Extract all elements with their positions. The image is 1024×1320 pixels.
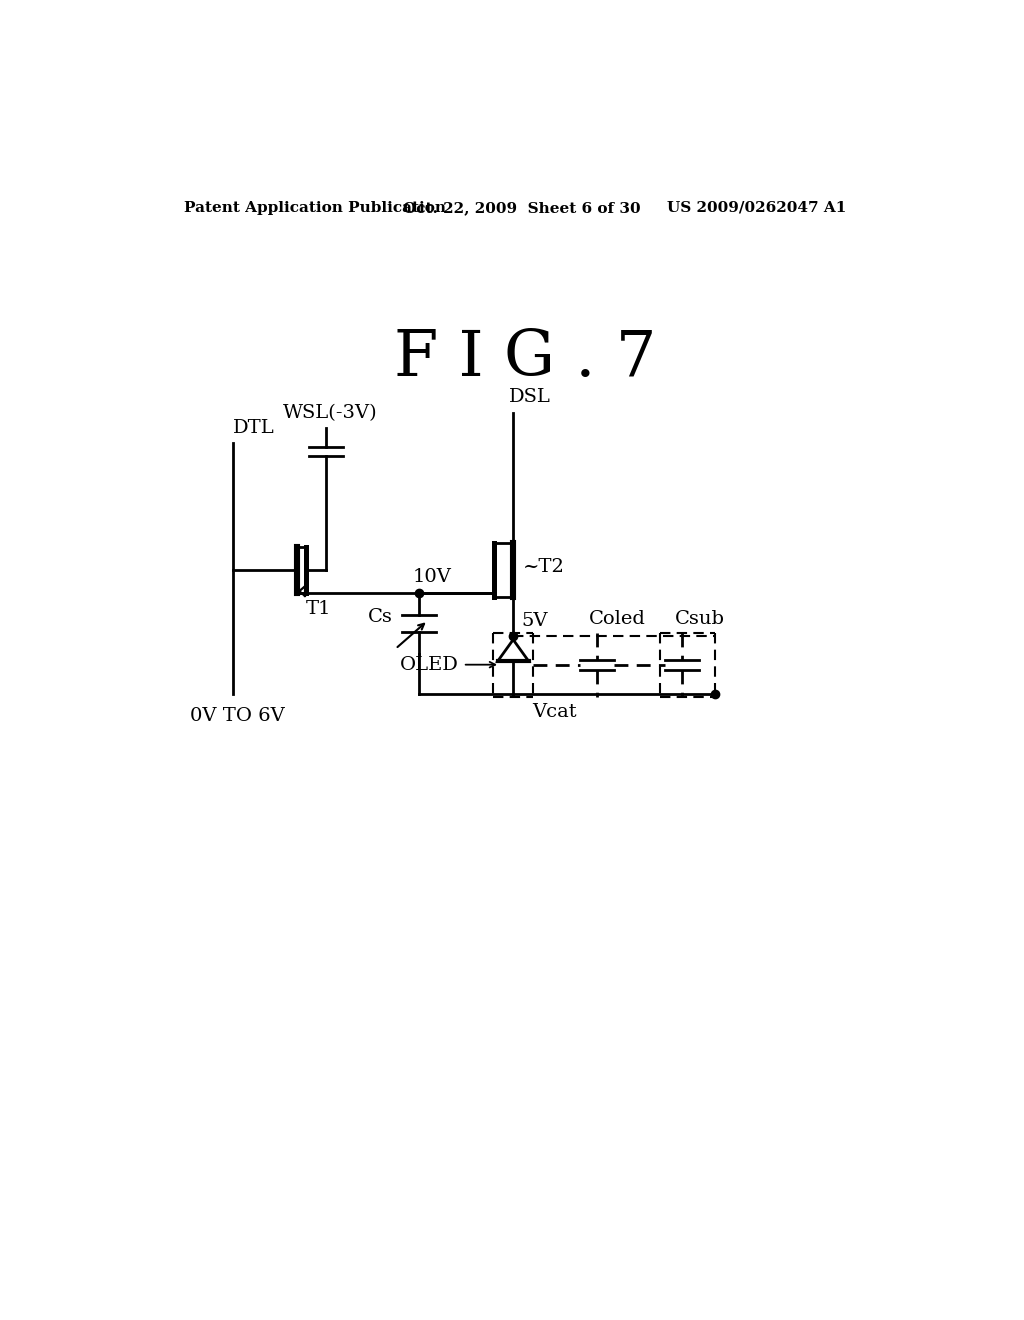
- Text: US 2009/0262047 A1: US 2009/0262047 A1: [667, 201, 846, 215]
- Text: ~T2: ~T2: [522, 557, 564, 576]
- Text: WSL(-3V): WSL(-3V): [283, 404, 378, 422]
- Text: 10V: 10V: [413, 568, 452, 586]
- Text: Vcat: Vcat: [532, 702, 578, 721]
- Text: Coled: Coled: [589, 610, 646, 628]
- Text: F I G . 7: F I G . 7: [393, 327, 656, 389]
- Text: Patent Application Publication: Patent Application Publication: [183, 201, 445, 215]
- Text: T1: T1: [306, 599, 332, 618]
- Text: DSL: DSL: [509, 388, 551, 407]
- Text: Cs: Cs: [369, 609, 393, 626]
- Text: Oct. 22, 2009  Sheet 6 of 30: Oct. 22, 2009 Sheet 6 of 30: [403, 201, 641, 215]
- Text: 0V TO 6V: 0V TO 6V: [190, 708, 285, 726]
- Text: Csub: Csub: [675, 610, 724, 628]
- Text: 5V: 5V: [521, 611, 548, 630]
- Text: DTL: DTL: [232, 420, 274, 437]
- Text: OLED: OLED: [400, 656, 459, 673]
